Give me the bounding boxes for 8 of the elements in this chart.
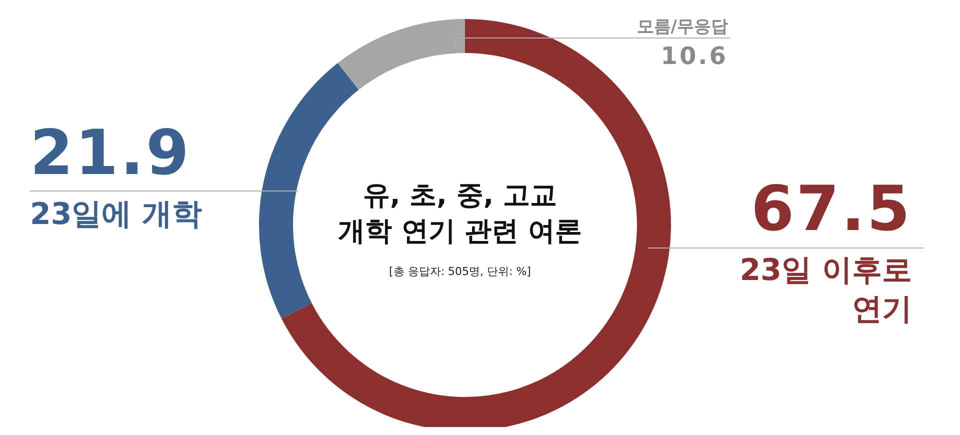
text: [총 응답자: 505명, 단위: %]	[388, 264, 532, 279]
text: 유, 초, 중, 고교 개학 연기 관련 여론	[336, 179, 584, 249]
slice-label: 23일에 개학	[30, 196, 204, 234]
data-label: 10.6	[660, 42, 728, 70]
data-label: 21.9	[30, 116, 192, 189]
data-label: 67.5	[750, 172, 912, 245]
slice-label: 23일 이후로 연기	[738, 252, 912, 330]
slice-label: 모름/무응답	[636, 16, 728, 38]
